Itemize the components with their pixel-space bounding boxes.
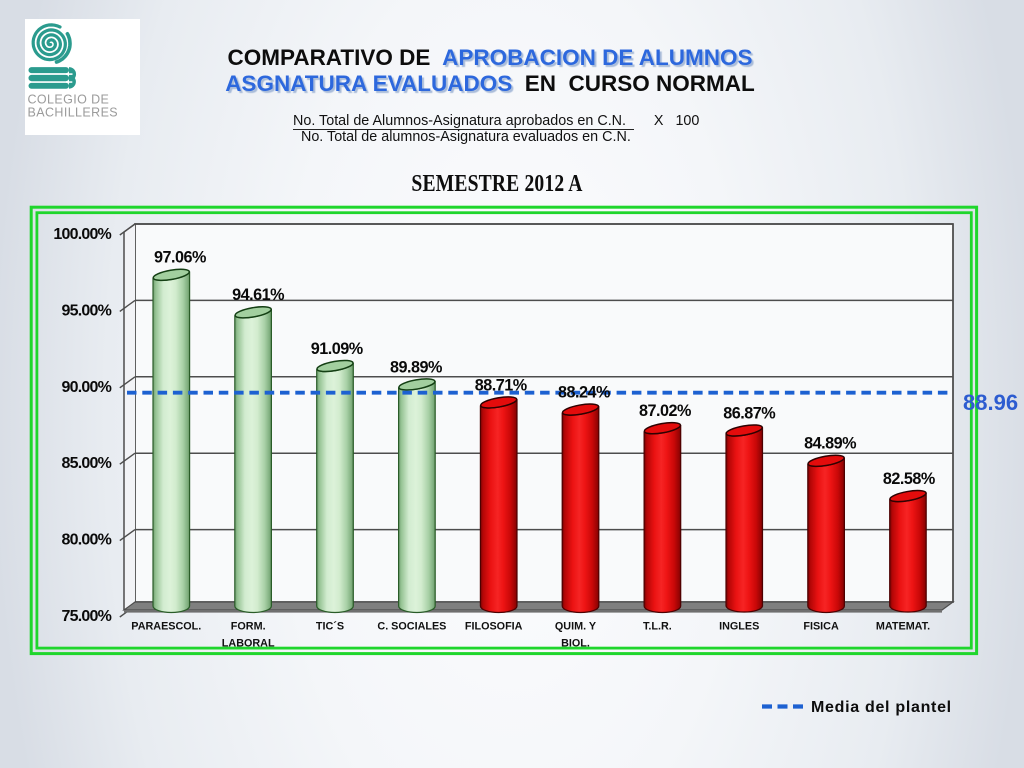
svg-text:87.02%: 87.02% <box>639 402 691 420</box>
svg-text:94.61%: 94.61% <box>232 286 284 304</box>
svg-text:97.06%: 97.06% <box>154 249 206 267</box>
svg-text:75.00%: 75.00% <box>62 608 112 625</box>
svg-text:TIC´S: TIC´S <box>316 621 344 633</box>
svg-text:88.24%: 88.24% <box>558 384 610 402</box>
svg-text:PARAESCOL.: PARAESCOL. <box>131 621 201 633</box>
svg-text:FORM.: FORM. <box>231 621 266 633</box>
svg-text:T.L.R.: T.L.R. <box>643 621 672 633</box>
svg-text:89.89%: 89.89% <box>390 358 442 376</box>
svg-text:BACHILLERES: BACHILLERES <box>28 106 119 120</box>
svg-text:COLEGIO DE: COLEGIO DE <box>28 93 110 107</box>
svg-text:QUIM. Y: QUIM. Y <box>555 621 597 633</box>
svg-text:LABORAL: LABORAL <box>222 638 275 650</box>
svg-text:FILOSOFIA: FILOSOFIA <box>465 621 523 633</box>
svg-text:85.00%: 85.00% <box>62 455 112 472</box>
svg-text:C. SOCIALES: C. SOCIALES <box>377 621 446 633</box>
svg-text:86.87%: 86.87% <box>723 404 775 422</box>
svg-text:88.71%: 88.71% <box>475 376 527 394</box>
svg-text:Media del plantel: Media del plantel <box>811 699 952 716</box>
svg-text:90.00%: 90.00% <box>62 379 112 396</box>
svg-text:FISICA: FISICA <box>803 621 839 633</box>
svg-text:100.00%: 100.00% <box>53 226 111 243</box>
svg-text:BIOL.: BIOL. <box>561 638 590 650</box>
svg-text:MATEMAT.: MATEMAT. <box>876 621 930 633</box>
svg-text:82.58%: 82.58% <box>883 470 935 488</box>
svg-text:80.00%: 80.00% <box>62 532 112 549</box>
svg-text:INGLES: INGLES <box>719 621 759 633</box>
svg-text:84.89%: 84.89% <box>804 435 856 453</box>
svg-text:91.09%: 91.09% <box>311 340 363 358</box>
svg-text:88.96: 88.96 <box>963 390 1018 415</box>
svg-text:95.00%: 95.00% <box>62 302 112 319</box>
